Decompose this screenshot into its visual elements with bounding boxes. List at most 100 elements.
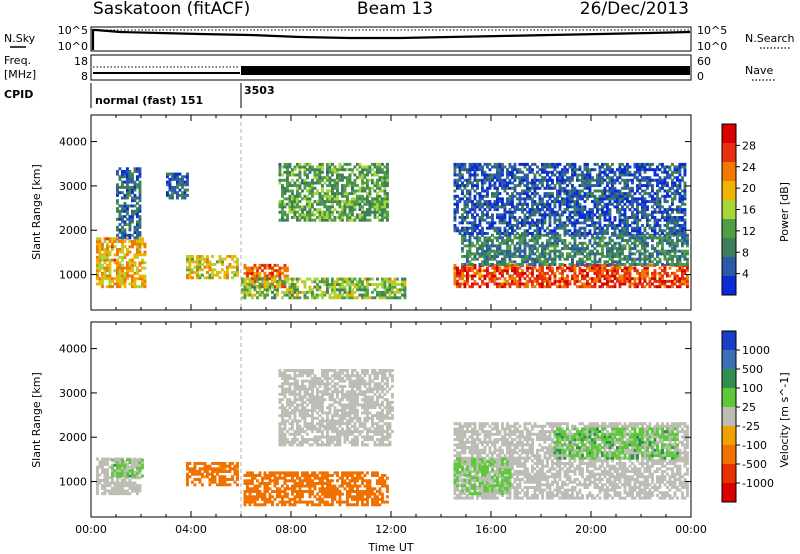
heatmap-cell <box>353 202 357 206</box>
heatmap-cell <box>351 181 354 185</box>
heatmap-cell <box>573 279 577 283</box>
heatmap-cell <box>561 269 564 273</box>
heatmap-cell <box>571 236 574 240</box>
heatmap-cell <box>96 266 99 270</box>
heatmap-cell <box>233 265 237 269</box>
heatmap-cell <box>186 257 189 261</box>
heatmap-cell <box>636 170 639 174</box>
heatmap-cell <box>478 168 482 172</box>
heatmap-cell <box>501 200 504 204</box>
heatmap-cell <box>626 226 629 230</box>
heatmap-cell <box>558 186 562 190</box>
heatmap-cell <box>636 285 639 289</box>
heatmap-cell <box>468 173 472 177</box>
heatmap-cell <box>553 226 557 230</box>
heatmap-cell <box>328 208 332 212</box>
heatmap-cell <box>546 200 549 204</box>
heatmap-cell <box>596 249 599 253</box>
heatmap-cell <box>528 226 532 230</box>
heatmap-cell <box>176 177 179 181</box>
heatmap-cell <box>286 181 289 185</box>
heatmap-cell <box>248 269 252 273</box>
heatmap-cell <box>138 240 142 243</box>
heatmap-cell <box>358 285 362 289</box>
heatmap-cell <box>531 252 534 256</box>
heatmap-cell <box>101 263 104 267</box>
heatmap-cell <box>573 226 577 230</box>
heatmap-cell <box>401 285 404 289</box>
heatmap-cell <box>576 192 579 196</box>
heatmap-cell <box>553 249 557 253</box>
heatmap-cell <box>468 260 472 264</box>
heatmap-cell <box>668 216 672 219</box>
heatmap-cell <box>101 282 104 286</box>
heatmap-cell <box>543 202 547 206</box>
heatmap-cell <box>563 208 567 212</box>
heatmap-cell <box>256 285 259 289</box>
heatmap-cell <box>306 162 309 166</box>
heatmap-cell <box>568 202 572 206</box>
heatmap-cell <box>646 232 649 235</box>
heatmap-cell <box>566 247 569 251</box>
heatmap-cell <box>598 213 602 217</box>
heatmap-cell <box>561 213 564 217</box>
heatmap-cell <box>456 271 459 275</box>
heatmap-cell <box>546 226 549 230</box>
heatmap-cell <box>188 271 192 274</box>
heatmap-cell <box>386 213 389 217</box>
heatmap-cell <box>526 232 529 235</box>
heatmap-cell <box>578 285 582 289</box>
heatmap-cell <box>571 162 574 166</box>
heatmap-cell <box>353 189 357 193</box>
heatmap-cell <box>548 184 552 188</box>
heatmap-cell <box>566 192 569 196</box>
heatmap-cell <box>313 181 317 185</box>
heatmap-cell <box>358 293 362 297</box>
heatmap-cell <box>243 290 247 294</box>
heatmap-cell <box>623 181 627 185</box>
heatmap-cell <box>496 170 499 174</box>
heatmap-cell <box>333 178 337 182</box>
heatmap-cell <box>576 213 579 217</box>
heatmap-cell <box>178 193 182 197</box>
heatmap-cell <box>381 189 384 193</box>
heatmap-cell <box>293 210 297 214</box>
heatmap-cell <box>468 269 472 273</box>
heatmap-cell <box>568 269 572 273</box>
heatmap-cell <box>531 282 534 286</box>
heatmap-cell <box>316 178 319 182</box>
heatmap-cell <box>658 233 662 237</box>
heatmap-cell <box>608 192 612 196</box>
heatmap-cell <box>131 269 134 273</box>
heatmap-cell <box>376 181 379 185</box>
heatmap-cell <box>523 213 527 217</box>
heatmap-cell <box>461 229 464 233</box>
heatmap-cell <box>616 210 619 214</box>
heatmap-cell <box>666 252 669 256</box>
heatmap-cell <box>653 232 657 235</box>
heatmap-cell <box>283 192 287 196</box>
heatmap-cell <box>518 192 522 196</box>
heatmap-cell <box>596 236 599 240</box>
heatmap-cell <box>526 241 529 245</box>
heatmap-cell <box>643 263 647 266</box>
heatmap-cell <box>476 165 479 169</box>
heatmap-cell <box>541 279 544 283</box>
heatmap-cell <box>393 296 397 300</box>
heatmap-cell <box>503 263 507 266</box>
heatmap-cell <box>313 213 317 217</box>
heatmap-cell <box>383 176 387 180</box>
heatmap-cell <box>383 290 387 294</box>
heatmap-cell <box>593 247 597 251</box>
heatmap-cell <box>383 213 387 217</box>
freq-dense-block <box>241 66 690 75</box>
heatmap-cell <box>501 197 504 201</box>
heatmap-cell <box>253 279 257 283</box>
heatmap-cell <box>316 176 319 180</box>
heatmap-cell <box>268 266 272 270</box>
heatmap-cell <box>131 486 134 490</box>
heatmap-cell <box>461 271 464 275</box>
heatmap-cell <box>286 165 289 169</box>
heatmap-cell <box>496 239 499 243</box>
heatmap-cell <box>521 181 524 185</box>
